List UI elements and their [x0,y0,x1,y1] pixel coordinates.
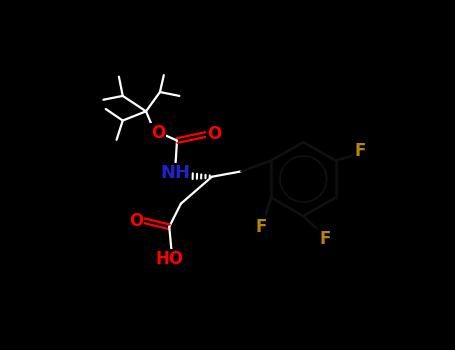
Text: O: O [151,124,166,142]
Text: NH: NH [161,164,191,182]
Text: F: F [319,230,331,248]
Text: O: O [207,125,221,144]
Text: F: F [354,142,366,160]
Text: F: F [255,218,267,236]
Text: HO: HO [156,250,184,268]
Text: O: O [129,212,143,230]
